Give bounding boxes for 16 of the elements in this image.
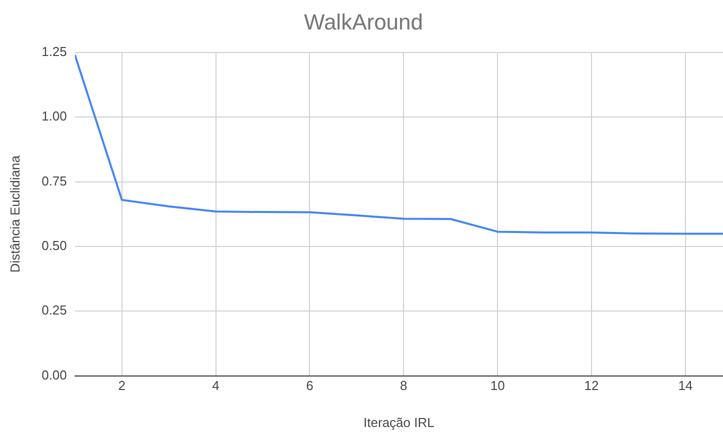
- y-tick-label: 0.25: [42, 302, 67, 318]
- y-axis-title: Distância Euclidiana: [7, 154, 22, 273]
- y-tick-label: 1.00: [42, 108, 67, 124]
- x-tick-label: 6: [306, 378, 314, 394]
- x-tick-label: 12: [584, 378, 599, 394]
- y-tick-label: 0.50: [42, 238, 67, 254]
- x-axis-title: Iteração IRL: [364, 414, 434, 430]
- y-tick-label: 1.25: [42, 44, 67, 59]
- x-tick-label: 8: [400, 378, 408, 394]
- x-tick-label: 10: [490, 378, 505, 394]
- y-tick-label: 0.75: [42, 173, 67, 188]
- chart-title: WalkAround: [304, 9, 424, 34]
- x-tick-label: 4: [212, 378, 220, 394]
- y-tick-label: 0.00: [42, 367, 67, 382]
- x-tick-label: 14: [678, 378, 693, 394]
- x-tick-label: 2: [118, 378, 126, 394]
